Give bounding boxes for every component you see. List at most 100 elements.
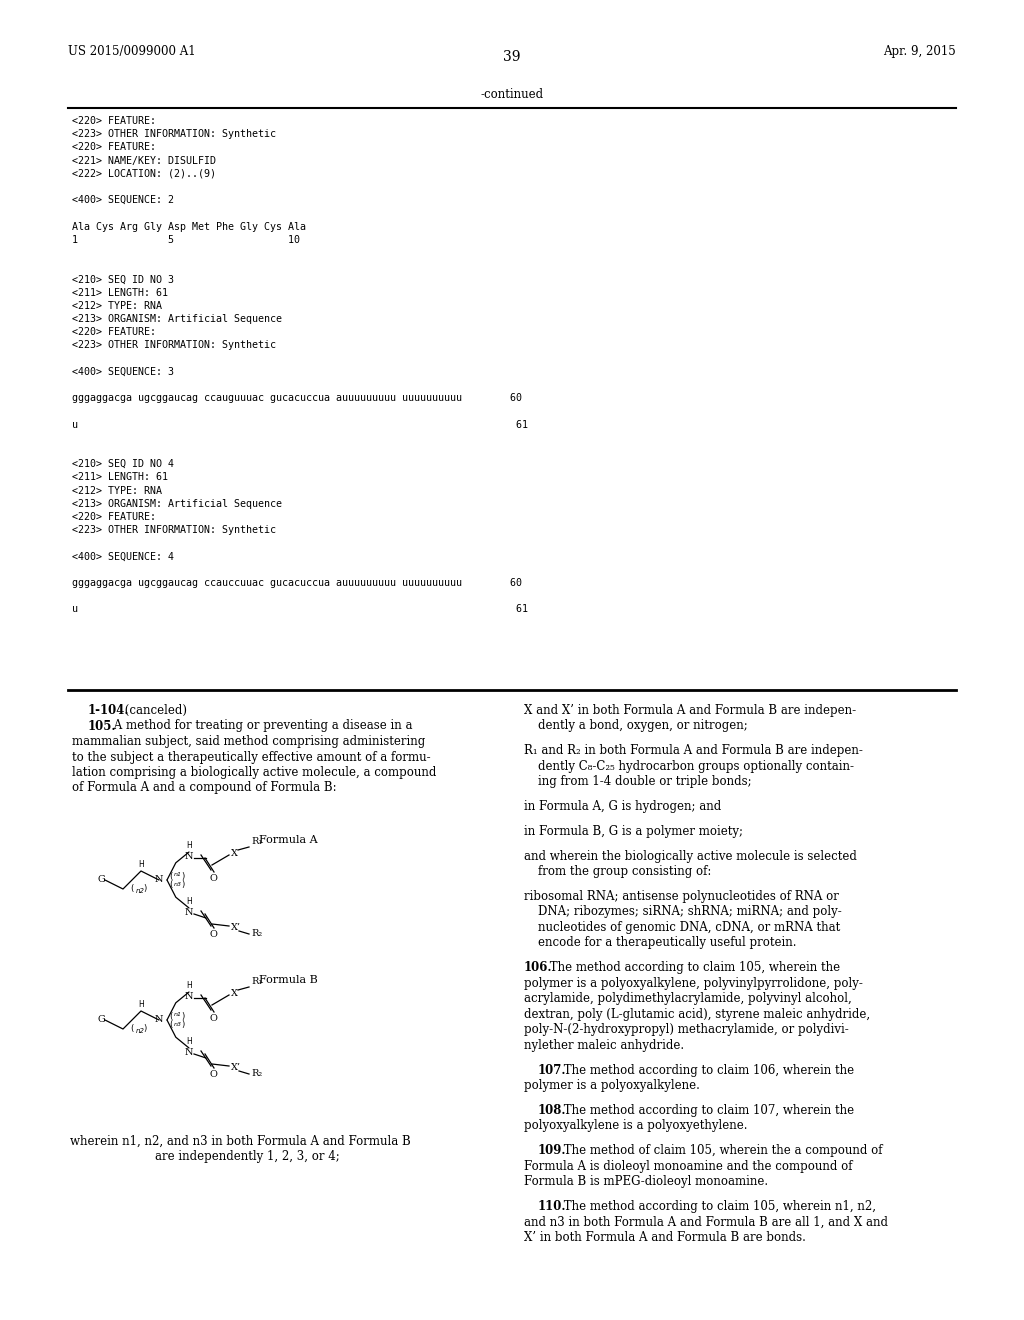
Text: G: G xyxy=(97,875,105,884)
Text: nucleotides of genomic DNA, cDNA, or mRNA that: nucleotides of genomic DNA, cDNA, or mRN… xyxy=(538,921,841,935)
Text: <211> LENGTH: 61: <211> LENGTH: 61 xyxy=(72,473,168,482)
Text: 109.: 109. xyxy=(538,1144,566,1158)
Text: (: ( xyxy=(169,879,172,888)
Text: n1: n1 xyxy=(174,1012,182,1018)
Text: X and X’ in both Formula A and Formula B are indepen-: X and X’ in both Formula A and Formula B… xyxy=(524,704,856,717)
Text: ): ) xyxy=(143,884,146,894)
Text: mammalian subject, said method comprising administering: mammalian subject, said method comprisin… xyxy=(72,735,425,748)
Text: <223> OTHER INFORMATION: Synthetic: <223> OTHER INFORMATION: Synthetic xyxy=(72,129,276,139)
Text: H: H xyxy=(186,1038,191,1045)
Text: The method according to claim 105, wherein n1, n2,: The method according to claim 105, where… xyxy=(560,1200,877,1213)
Text: <210> SEQ ID NO 3: <210> SEQ ID NO 3 xyxy=(72,275,174,284)
Text: dently a bond, oxygen, or nitrogen;: dently a bond, oxygen, or nitrogen; xyxy=(538,719,748,733)
Text: u                                                                         61: u 61 xyxy=(72,420,528,429)
Text: N: N xyxy=(184,908,194,917)
Text: <223> OTHER INFORMATION: Synthetic: <223> OTHER INFORMATION: Synthetic xyxy=(72,525,276,535)
Text: R₁: R₁ xyxy=(251,978,262,986)
Text: X: X xyxy=(231,849,238,858)
Text: X’: X’ xyxy=(231,1063,241,1072)
Text: G: G xyxy=(97,1015,105,1024)
Text: ): ) xyxy=(181,1011,184,1020)
Text: <400> SEQUENCE: 4: <400> SEQUENCE: 4 xyxy=(72,552,174,561)
Text: (: ( xyxy=(169,1019,172,1028)
Text: <211> LENGTH: 61: <211> LENGTH: 61 xyxy=(72,288,168,297)
Text: n3: n3 xyxy=(174,1023,182,1027)
Text: poly-N-(2-hydroxypropyl) methacrylamide, or polydivi-: poly-N-(2-hydroxypropyl) methacrylamide,… xyxy=(524,1023,849,1036)
Text: N: N xyxy=(155,875,163,884)
Text: O: O xyxy=(209,931,217,939)
Text: 110.: 110. xyxy=(538,1200,566,1213)
Text: <222> LOCATION: (2)..(9): <222> LOCATION: (2)..(9) xyxy=(72,169,216,178)
Text: <400> SEQUENCE: 2: <400> SEQUENCE: 2 xyxy=(72,195,174,205)
Text: Apr. 9, 2015: Apr. 9, 2015 xyxy=(884,45,956,58)
Text: <220> FEATURE:: <220> FEATURE: xyxy=(72,327,156,337)
Text: Ala Cys Arg Gly Asp Met Phe Gly Cys Ala: Ala Cys Arg Gly Asp Met Phe Gly Cys Ala xyxy=(72,222,306,231)
Text: N: N xyxy=(184,1048,194,1057)
Text: 106.: 106. xyxy=(524,961,553,974)
Text: O: O xyxy=(209,1014,217,1023)
Text: H: H xyxy=(186,981,191,990)
Text: encode for a therapeutically useful protein.: encode for a therapeutically useful prot… xyxy=(538,936,797,949)
Text: Formula A is dioleoyl monoamine and the compound of: Formula A is dioleoyl monoamine and the … xyxy=(524,1160,853,1172)
Text: 108.: 108. xyxy=(538,1104,566,1117)
Text: 39: 39 xyxy=(503,50,521,63)
Text: from the group consisting of:: from the group consisting of: xyxy=(538,865,712,878)
Text: The method according to claim 107, wherein the: The method according to claim 107, where… xyxy=(560,1104,854,1117)
Text: 105.: 105. xyxy=(88,719,117,733)
Text: wherein n1, n2, and n3 in both Formula A and Formula B
    are independently 1, : wherein n1, n2, and n3 in both Formula A… xyxy=(70,1135,411,1163)
Text: <213> ORGANISM: Artificial Sequence: <213> ORGANISM: Artificial Sequence xyxy=(72,499,282,508)
Text: acrylamide, polydimethylacrylamide, polyvinyl alcohol,: acrylamide, polydimethylacrylamide, poly… xyxy=(524,993,852,1006)
Text: ing from 1-4 double or triple bonds;: ing from 1-4 double or triple bonds; xyxy=(538,775,752,788)
Text: The method according to claim 106, wherein the: The method according to claim 106, where… xyxy=(560,1064,854,1077)
Text: O: O xyxy=(209,1071,217,1078)
Text: in Formula B, G is a polymer moiety;: in Formula B, G is a polymer moiety; xyxy=(524,825,743,838)
Text: H: H xyxy=(138,861,144,869)
Text: polymer is a polyoxyalkylene.: polymer is a polyoxyalkylene. xyxy=(524,1078,699,1092)
Text: H: H xyxy=(138,1001,144,1008)
Text: polyoxyalkylene is a polyoxyethylene.: polyoxyalkylene is a polyoxyethylene. xyxy=(524,1119,748,1133)
Text: ): ) xyxy=(181,1019,184,1028)
Text: (: ( xyxy=(130,884,133,894)
Text: H: H xyxy=(186,898,191,906)
Text: of Formula A and a compound of Formula B:: of Formula A and a compound of Formula B… xyxy=(72,781,337,795)
Text: X: X xyxy=(231,989,238,998)
Text: to the subject a therapeutically effective amount of a formu-: to the subject a therapeutically effecti… xyxy=(72,751,431,763)
Text: -continued: -continued xyxy=(480,88,544,102)
Text: Formula A: Formula A xyxy=(259,836,317,845)
Text: A method for treating or preventing a disease in a: A method for treating or preventing a di… xyxy=(111,719,413,733)
Text: n2: n2 xyxy=(136,888,145,894)
Text: The method of claim 105, wherein the a compound of: The method of claim 105, wherein the a c… xyxy=(560,1144,883,1158)
Text: dextran, poly (L-glutamic acid), styrene maleic anhydride,: dextran, poly (L-glutamic acid), styrene… xyxy=(524,1007,870,1020)
Text: and wherein the biologically active molecule is selected: and wherein the biologically active mole… xyxy=(524,850,857,863)
Text: US 2015/0099000 A1: US 2015/0099000 A1 xyxy=(68,45,196,58)
Text: (canceled): (canceled) xyxy=(121,704,187,717)
Text: and n3 in both Formula A and Formula B are all 1, and X and: and n3 in both Formula A and Formula B a… xyxy=(524,1216,888,1229)
Text: n1: n1 xyxy=(174,873,182,878)
Text: (: ( xyxy=(130,1024,133,1034)
Text: <212> TYPE: RNA: <212> TYPE: RNA xyxy=(72,301,162,310)
Text: ): ) xyxy=(143,1024,146,1034)
Text: (: ( xyxy=(169,871,172,880)
Text: ): ) xyxy=(181,871,184,880)
Text: n3: n3 xyxy=(174,883,182,887)
Text: ): ) xyxy=(181,879,184,888)
Text: polymer is a polyoxyalkylene, polyvinylpyrrolidone, poly-: polymer is a polyoxyalkylene, polyvinylp… xyxy=(524,977,863,990)
Text: N: N xyxy=(184,993,194,1001)
Text: <223> OTHER INFORMATION: Synthetic: <223> OTHER INFORMATION: Synthetic xyxy=(72,341,276,350)
Text: ribosomal RNA; antisense polynucleotides of RNA or: ribosomal RNA; antisense polynucleotides… xyxy=(524,890,839,903)
Text: H: H xyxy=(186,841,191,850)
Text: Formula B: Formula B xyxy=(259,975,317,985)
Text: nylether maleic anhydride.: nylether maleic anhydride. xyxy=(524,1039,684,1052)
Text: lation comprising a biologically active molecule, a compound: lation comprising a biologically active … xyxy=(72,766,436,779)
Text: 107.: 107. xyxy=(538,1064,566,1077)
Text: N: N xyxy=(155,1015,163,1024)
Text: O: O xyxy=(209,874,217,883)
Text: N: N xyxy=(184,851,194,861)
Text: R₂: R₂ xyxy=(251,929,262,939)
Text: <213> ORGANISM: Artificial Sequence: <213> ORGANISM: Artificial Sequence xyxy=(72,314,282,323)
Text: DNA; ribozymes; siRNA; shRNA; miRNA; and poly-: DNA; ribozymes; siRNA; shRNA; miRNA; and… xyxy=(538,906,842,919)
Text: R₁: R₁ xyxy=(251,837,262,846)
Text: gggaggacga ugcggaucag ccauguuuac gucacuccua auuuuuuuuu uuuuuuuuuu        60: gggaggacga ugcggaucag ccauguuuac gucacuc… xyxy=(72,393,522,403)
Text: R₁ and R₂ in both Formula A and Formula B are indepen-: R₁ and R₂ in both Formula A and Formula … xyxy=(524,744,863,758)
Text: The method according to claim 105, wherein the: The method according to claim 105, where… xyxy=(546,961,841,974)
